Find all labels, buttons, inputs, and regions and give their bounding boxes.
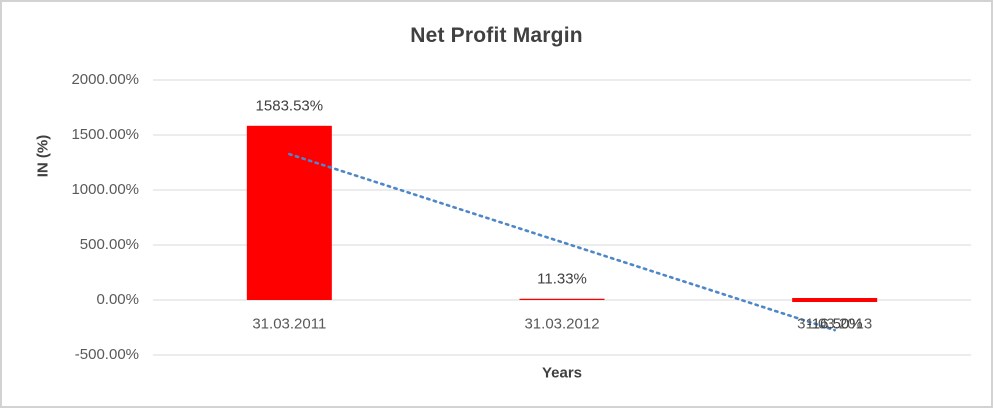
bar-31.03.2012 — [519, 298, 605, 300]
bar-31.03.2013 — [792, 298, 878, 302]
x-axis-title: Years — [541, 364, 583, 382]
bar-31.03.2011 — [246, 125, 332, 300]
y-tick-label: 2000.00% — [71, 71, 139, 88]
y-tick-label: 1000.00% — [71, 181, 139, 198]
y-tick-label: 0.00% — [96, 291, 139, 308]
data-label: 1583.53% — [255, 97, 324, 115]
data-label: -16.50% — [806, 315, 863, 333]
y-tick-label: 1500.00% — [71, 126, 139, 143]
y-tick-label: -500.00% — [74, 346, 139, 363]
category-label: 31.03.2012 — [524, 315, 600, 333]
y-tick-label: 500.00% — [79, 236, 139, 253]
data-label: 11.33% — [537, 270, 587, 288]
trendline — [288, 152, 836, 332]
chart-title: Net Profit Margin — [410, 24, 583, 47]
category-label: 31.03.2013 — [797, 315, 873, 333]
category-label: 31.03.2011 — [252, 315, 327, 333]
